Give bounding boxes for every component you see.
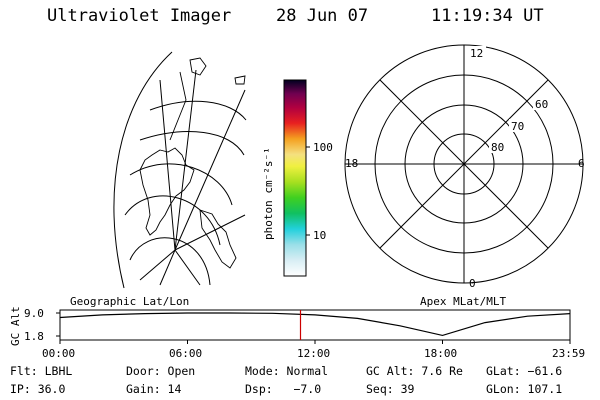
coastline bbox=[235, 76, 245, 84]
lat-label-80: 80 bbox=[491, 142, 504, 153]
mlt-label-18: 18 bbox=[345, 158, 358, 169]
status-mode: Mode: Normal bbox=[245, 366, 328, 378]
meridian bbox=[175, 90, 245, 250]
altitude-ytick-9: 9.0 bbox=[24, 308, 44, 319]
lat-circle bbox=[150, 101, 246, 120]
mlt-label-6: 6 bbox=[578, 158, 585, 169]
geo-map bbox=[114, 52, 246, 288]
status-dsp: Dsp: −7.0 bbox=[245, 384, 321, 396]
altitude-xtick-0600: 06:00 bbox=[169, 348, 202, 359]
meridian bbox=[140, 250, 175, 280]
geo-map-label: Geographic Lat/Lon bbox=[70, 296, 189, 307]
lat-circle bbox=[140, 132, 244, 155]
lat-label-70: 70 bbox=[511, 121, 524, 132]
coastline bbox=[200, 210, 236, 268]
polar-plot-label: Apex MLat/MLT bbox=[420, 296, 506, 307]
altitude-series-line bbox=[60, 313, 570, 335]
meridian bbox=[160, 250, 175, 285]
coastline bbox=[170, 72, 186, 140]
colorbar-unit-label: photon cm⁻²s⁻¹ bbox=[263, 147, 274, 240]
altitude-xtick-0000: 00:00 bbox=[42, 348, 75, 359]
altitude-xtick-1200: 12:00 bbox=[297, 348, 330, 359]
altitude-ylabel: GC Alt bbox=[10, 306, 21, 346]
status-gain: Gain: 14 bbox=[126, 384, 181, 396]
polar-plot bbox=[345, 45, 583, 283]
lat-label-60: 60 bbox=[535, 99, 548, 110]
status-glat: GLat: −61.6 bbox=[486, 366, 562, 378]
meridian bbox=[160, 80, 175, 250]
coastline bbox=[190, 58, 206, 75]
altitude-plot bbox=[56, 310, 570, 344]
colorbar-tick-label-10: 10 bbox=[313, 230, 326, 241]
mlt-label-12: 12 bbox=[470, 48, 483, 59]
status-door: Door: Open bbox=[126, 366, 195, 378]
status-filter: Flt: LBHL bbox=[10, 366, 72, 378]
altitude-xtick-2359: 23:59 bbox=[552, 348, 585, 359]
status-gc-alt: GC Alt: 7.6 Re bbox=[366, 366, 463, 378]
status-glon: GLon: 107.1 bbox=[486, 384, 562, 396]
colorbar-tick-label-100: 100 bbox=[313, 142, 333, 153]
mlt-label-0: 0 bbox=[469, 278, 476, 289]
status-seq: Seq: 39 bbox=[366, 384, 414, 396]
meridian bbox=[175, 250, 200, 285]
altitude-xtick-1800: 18:00 bbox=[424, 348, 457, 359]
colorbar bbox=[284, 80, 306, 276]
earth-limb bbox=[114, 52, 172, 288]
status-ip: IP: 36.0 bbox=[10, 384, 65, 396]
altitude-ytick-1-8: 1.8 bbox=[24, 331, 44, 342]
